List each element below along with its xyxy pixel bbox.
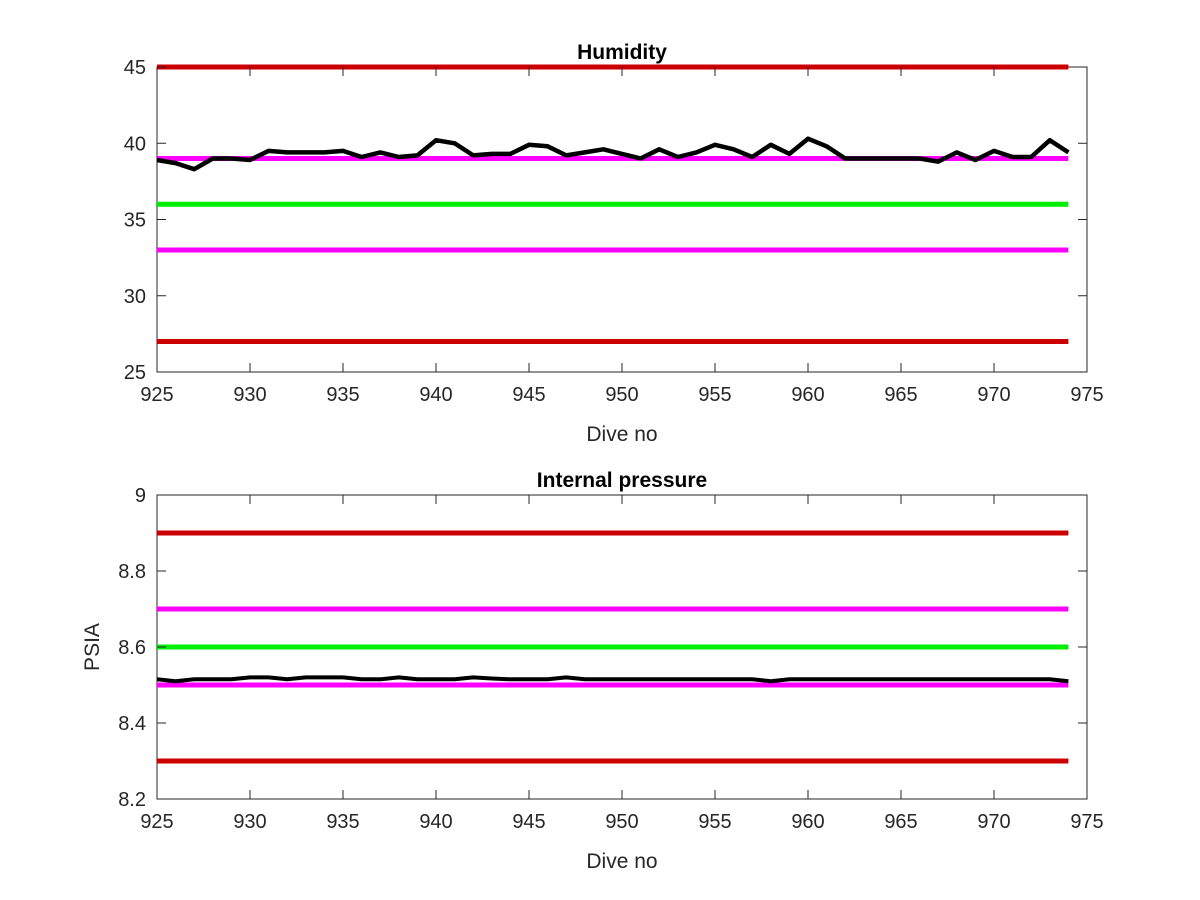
x-tick-label: 965	[884, 811, 917, 833]
y-tick-label: 45	[124, 57, 146, 79]
x-tick-label: 970	[977, 384, 1010, 406]
y-tick-label: 35	[124, 210, 146, 232]
x-tick-label: 930	[233, 384, 266, 406]
x-axis-label: Dive no	[586, 423, 657, 446]
x-tick-label: 925	[140, 384, 173, 406]
x-tick-label: 960	[791, 384, 824, 406]
y-tick-label: 25	[124, 362, 146, 384]
y-tick-label: 30	[124, 286, 146, 308]
y-tick-label: 9	[135, 485, 146, 507]
x-tick-label: 960	[791, 811, 824, 833]
x-tick-label: 970	[977, 811, 1010, 833]
x-tick-label: 975	[1070, 811, 1103, 833]
x-tick-label: 935	[326, 811, 359, 833]
y-tick-label: 40	[124, 133, 146, 155]
x-tick-label: 930	[233, 811, 266, 833]
series-line	[156, 675, 1069, 684]
x-tick-label: 950	[605, 384, 638, 406]
x-tick-label: 965	[884, 384, 917, 406]
humidity-chart: 925 930 935 940 945 950 955 960 965 970 975 25 30 35 4…	[124, 41, 1104, 446]
x-tick-label: 975	[1070, 384, 1103, 406]
x-tick-label: 925	[140, 811, 173, 833]
x-tick-label: 955	[698, 384, 731, 406]
x-tick-label: 935	[326, 384, 359, 406]
chart-title: Humidity	[577, 41, 667, 64]
x-axis-label: Dive no	[586, 850, 657, 873]
axes-frame	[156, 66, 1088, 373]
x-tick-label: 945	[512, 811, 545, 833]
x-tick-label: 950	[605, 811, 638, 833]
x-tick-label: 940	[419, 811, 452, 833]
x-tick-label: 955	[698, 811, 731, 833]
chart-title: Internal pressure	[537, 469, 707, 492]
y-tick-label: 8.6	[118, 637, 146, 659]
x-tick-label: 940	[419, 384, 452, 406]
y-tick-label: 8.4	[118, 713, 146, 735]
y-tick-label: 8.2	[118, 789, 146, 811]
y-tick-label: 8.8	[118, 561, 146, 583]
internal-pressure-chart: 925 930 935 940 945 950 955 960 965 970 975 8.2 8.4 8…	[81, 469, 1104, 873]
series-line	[156, 136, 1070, 172]
y-axis-label: PSIA	[81, 623, 104, 671]
x-tick-label: 945	[512, 384, 545, 406]
